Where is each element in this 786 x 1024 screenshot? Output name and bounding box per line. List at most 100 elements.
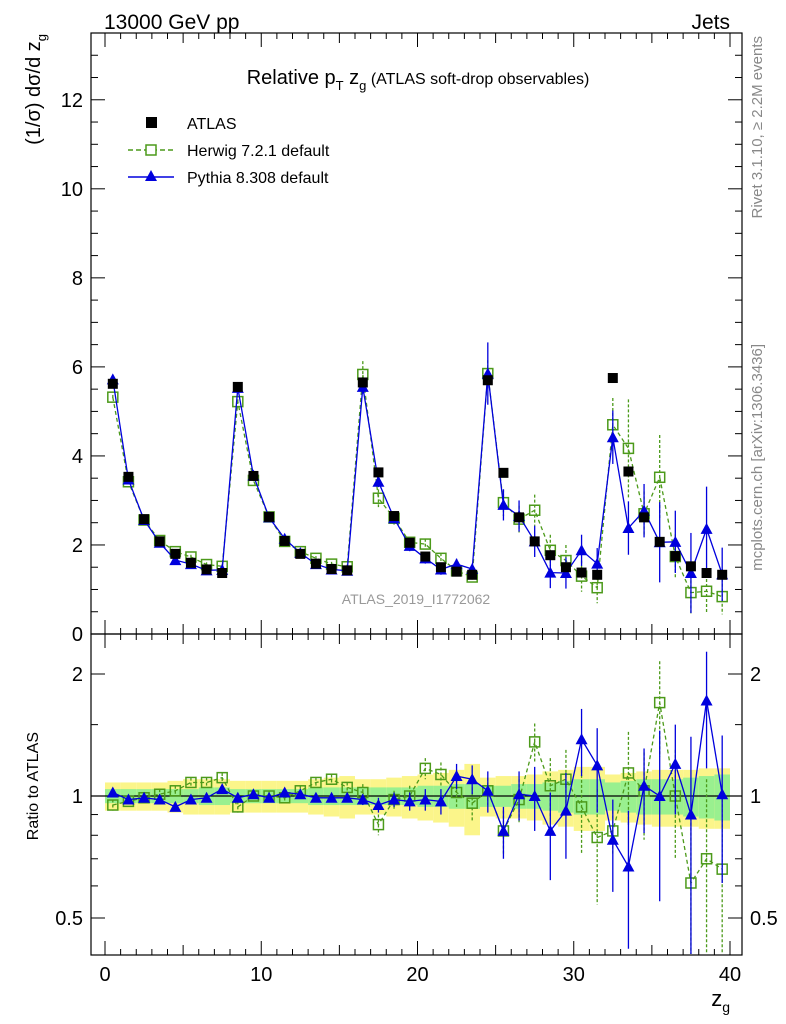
ratio-frame xyxy=(90,633,743,956)
main-y-tick-label: 2 xyxy=(72,535,83,557)
atlas-point xyxy=(295,548,306,559)
ratio-pythia-point xyxy=(513,788,526,800)
herwig-point xyxy=(528,504,541,516)
atlas-point xyxy=(139,514,150,525)
legend-entry-herwig: Herwig 7.2.1 default xyxy=(128,143,330,160)
atlas-point xyxy=(576,567,587,578)
pythia-point xyxy=(544,566,557,578)
main-y-tick-label: 8 xyxy=(72,268,83,290)
atlas-point xyxy=(498,467,509,478)
atlas-point xyxy=(217,568,228,579)
ratio-herwig-point xyxy=(200,776,213,789)
pythia-point xyxy=(622,522,635,534)
herwig-point xyxy=(700,585,713,598)
ratio-panel: 0.5 0.51 12 20 10 20 30 40 Ratio to ATLAS zg xyxy=(25,633,778,1015)
legend-herwig-marker xyxy=(145,144,157,156)
ratio-herwig-point xyxy=(372,818,385,831)
herwig-point xyxy=(107,391,119,403)
ratio-pythia-point xyxy=(247,788,260,800)
pythia-line xyxy=(112,373,723,575)
pythia-point xyxy=(450,558,463,570)
atlas-point xyxy=(264,511,275,522)
atlas-point xyxy=(514,512,525,523)
atlas-point xyxy=(623,466,634,477)
ratio-herwig-point xyxy=(216,771,228,784)
ratio-pythia-point xyxy=(231,791,244,803)
ratio-pythia-point xyxy=(700,694,713,706)
pythia-point xyxy=(497,498,510,510)
pythia-point xyxy=(559,567,572,579)
ratio-herwig-point xyxy=(575,801,588,813)
header-energy-label: 13000 GeV pp xyxy=(104,11,239,34)
main-y-axis-label: (1/σ) dσ/d zg xyxy=(23,34,49,145)
ratio-herwig-point xyxy=(622,767,635,779)
ratio-pythia-point xyxy=(403,795,416,807)
main-y-tick-label: 10 xyxy=(61,179,83,201)
ratio-pythia-point xyxy=(153,793,166,805)
atlas-point xyxy=(170,548,181,559)
pythia-point xyxy=(669,535,682,547)
atlas-point xyxy=(373,467,384,478)
atlas-point xyxy=(529,536,540,547)
ratio-pythia-point xyxy=(169,800,182,812)
ratio-pythia-point xyxy=(263,791,276,803)
atlas-point xyxy=(701,568,712,579)
x-axis-label: zg xyxy=(711,986,730,1015)
atlas-point xyxy=(639,512,650,523)
ratio-herwig-line xyxy=(112,702,723,885)
herwig-line xyxy=(112,373,723,598)
atlas-point xyxy=(342,565,353,576)
ratio-band-inner xyxy=(698,776,715,819)
atlas-point xyxy=(279,535,290,546)
atlas-point xyxy=(154,536,165,547)
ratio-pythia-point xyxy=(325,791,338,803)
ratio-herwig-point xyxy=(435,768,447,781)
ratio-pythia-point xyxy=(434,795,447,807)
ratio-pythia-line xyxy=(112,700,723,869)
ratio-pythia-point xyxy=(309,791,322,803)
ratio-herwig-point xyxy=(419,762,432,775)
ratio-herwig-point xyxy=(544,779,557,792)
legend-atlas-label: ATLAS xyxy=(187,116,237,133)
atlas-point xyxy=(435,562,446,573)
main-y-tick-label: 12 xyxy=(61,90,83,112)
pythia-point xyxy=(591,557,604,569)
atlas-point xyxy=(592,569,603,580)
ratio-y-axis-label: Ratio to ATLAS xyxy=(25,732,42,840)
atlas-point xyxy=(717,569,728,580)
ratio-herwig-point xyxy=(107,799,119,811)
pythia-point xyxy=(700,522,713,534)
ratio-pythia-point xyxy=(684,808,697,820)
legend-herwig-label: Herwig 7.2.1 default xyxy=(187,143,330,160)
ratio-herwig-point xyxy=(310,776,322,789)
atlas-point xyxy=(467,569,478,580)
ratio-band-inner xyxy=(620,780,637,813)
atlas-point xyxy=(545,550,556,561)
x-tick-label: 10 xyxy=(250,964,272,986)
ratio-pythia-point xyxy=(122,793,135,805)
atlas-point xyxy=(670,551,681,562)
atlas-point xyxy=(123,471,134,482)
main-y-tick-label: 0 xyxy=(72,624,83,646)
pythia-point xyxy=(606,431,619,443)
atlas-point xyxy=(404,537,415,548)
atlas-point xyxy=(420,551,431,562)
herwig-point xyxy=(591,581,603,594)
pythia-point xyxy=(169,554,182,566)
atlas-point xyxy=(451,566,462,577)
ratio-herwig-point xyxy=(185,776,197,789)
ratio-pythia-point xyxy=(138,791,151,803)
ratio-y-tick-label-right: 0.5 xyxy=(750,908,778,930)
pythia-point xyxy=(372,475,385,487)
ratio-pythia-point xyxy=(544,824,557,836)
ratio-pythia-point xyxy=(622,860,635,872)
atlas-point xyxy=(389,511,400,522)
herwig-point xyxy=(622,442,635,455)
ratio-herwig-point xyxy=(700,853,713,865)
ratio-y-tick-label: 1 xyxy=(72,786,83,808)
atlas-point xyxy=(201,564,212,575)
legend-atlas-marker xyxy=(146,117,157,128)
x-tick-label: 40 xyxy=(719,964,741,986)
pythia-point xyxy=(575,544,588,556)
